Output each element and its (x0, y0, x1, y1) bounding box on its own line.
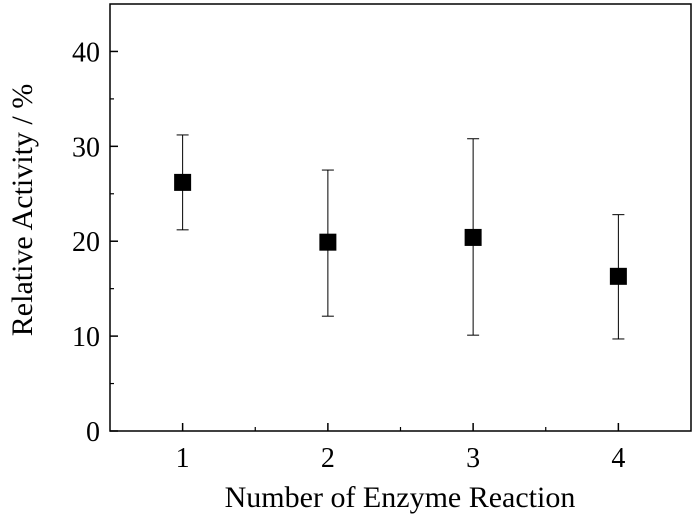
y-tick-label: 20 (72, 227, 100, 258)
data-point-square (319, 233, 337, 251)
y-axis-ticks (110, 50, 118, 432)
x-tick-label: 2 (321, 443, 335, 474)
data-point-square (609, 267, 627, 285)
y-tick-label: 30 (72, 132, 100, 163)
data-point-square (174, 173, 192, 191)
y-tick-label: 10 (72, 322, 100, 353)
data-point-square (464, 228, 482, 246)
x-axis-ticks (181, 423, 620, 431)
x-tick-label: 1 (176, 443, 190, 474)
y-tick-label: 0 (86, 417, 100, 448)
x-axis-tick-labels: 1 2 3 4 (176, 443, 626, 474)
y-tick-label: 40 (72, 37, 100, 68)
y-axis-title: Relative Activity / % (6, 84, 39, 336)
x-axis-title: Number of Enzyme Reaction (225, 481, 576, 514)
y-axis-tick-labels: 0 10 20 30 40 (72, 37, 100, 448)
x-tick-label: 4 (611, 443, 625, 474)
x-tick-label: 3 (466, 443, 480, 474)
plot-frame (109, 3, 692, 432)
data-marks (174, 134, 627, 340)
